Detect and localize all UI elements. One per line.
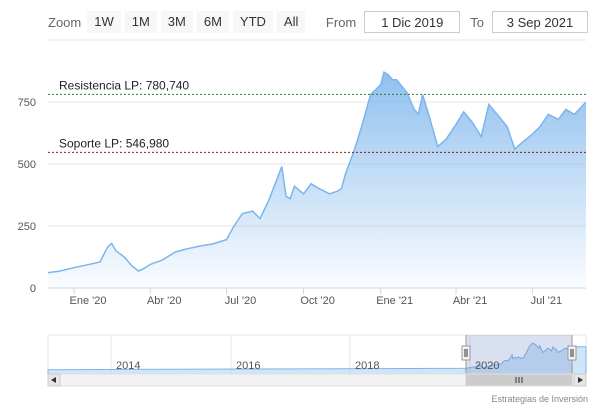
x-tick-label: Oct '20	[300, 295, 335, 307]
x-axis: Ene '20 Abr '20 Jul '20 Oct '20 Ene '21 …	[48, 287, 586, 307]
x-tick-label: Jul '20	[225, 295, 256, 307]
x-tick-label: Abr '20	[147, 295, 182, 307]
y-axis: 0 250 500 750	[18, 97, 36, 295]
y-tick-label: 500	[18, 159, 36, 171]
x-tick-label: Ene '20	[69, 295, 106, 307]
zoom-button-1w[interactable]: 1W	[87, 11, 121, 33]
y-tick-label: 750	[18, 97, 36, 109]
zoom-button-ytd[interactable]: YTD	[232, 11, 273, 33]
from-date-input[interactable]	[364, 11, 461, 33]
navigator-frame	[47, 334, 587, 375]
navigator-series	[47, 342, 587, 375]
navigator-year-label: 2018	[355, 360, 379, 372]
chevron-right-icon	[578, 377, 583, 383]
zoom-button-all[interactable]: All	[276, 11, 306, 33]
chevron-left-icon	[51, 377, 56, 383]
navigator-handle-left[interactable]	[461, 345, 471, 361]
zoom-button-1m[interactable]: 1M	[124, 11, 157, 33]
y-tick-label: 0	[30, 283, 36, 295]
navigator-selected-range[interactable]	[466, 335, 572, 374]
to-date-input[interactable]	[492, 11, 588, 33]
navigator-handle-right[interactable]	[567, 345, 577, 361]
zoom-label: Zoom	[48, 14, 82, 30]
x-tick-label: Abr '21	[453, 295, 488, 307]
navigator-year-label: 2020	[475, 360, 499, 372]
plot-lines: Resistencia LP: 780,740 Soporte LP: 546,…	[48, 78, 586, 153]
navigator-year-label: 2016	[236, 360, 260, 372]
zoom-button-3m[interactable]: 3M	[160, 11, 193, 33]
to-label: To	[470, 14, 484, 30]
range-selector-zoom: Zoom 1W 1M 3M 6M YTD All	[48, 11, 309, 33]
chart-credit: Estrategias de Inversión	[491, 394, 588, 404]
navigator[interactable]: 2014 2016 2018 2020	[47, 334, 587, 375]
x-tick-label: Ene '21	[376, 295, 413, 307]
date-range-inputs: From To	[326, 11, 588, 33]
from-label: From	[325, 14, 357, 30]
resistance-label: Resistencia LP: 780,740	[59, 78, 189, 92]
support-label: Soporte LP: 546,980	[59, 136, 169, 150]
price-line	[48, 71, 586, 274]
x-tick-label: Jul '21	[531, 295, 562, 307]
zoom-button-6m[interactable]: 6M	[196, 11, 229, 33]
price-area	[48, 72, 586, 288]
navigator-year-label: 2014	[116, 360, 140, 372]
scrollbar[interactable]	[47, 373, 587, 387]
y-tick-label: 250	[18, 221, 36, 233]
series-layer	[48, 71, 586, 288]
